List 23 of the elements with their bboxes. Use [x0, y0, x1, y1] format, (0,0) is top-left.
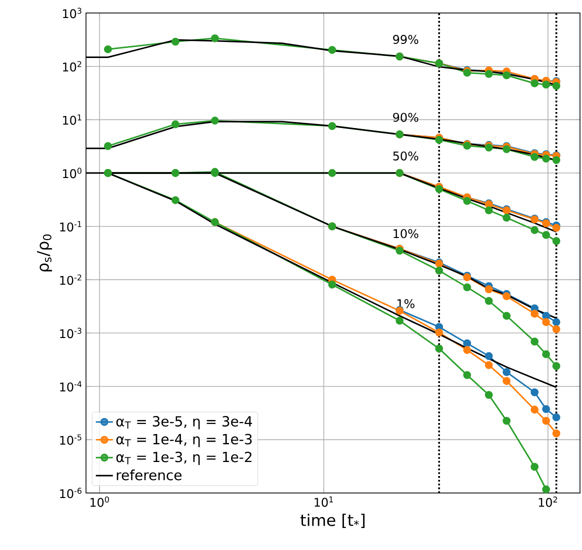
legend-label: α$_{T}$ = 3e-5, η = 3e-4: [116, 416, 252, 430]
y-tick-label: 10$^{-6}$: [60, 488, 82, 498]
y-tick-label: 10$^{1}$: [63, 114, 82, 125]
y-tick-label: 10$^{0}$: [63, 168, 82, 178]
annotation: 90%: [393, 112, 418, 122]
y-tick-label: 10$^{3}$: [63, 8, 82, 18]
annotation: 50%: [393, 151, 418, 160]
legend-label: reference: [116, 470, 182, 480]
x-axis-title: time [t$_{*}$]: [300, 514, 365, 528]
y-tick-label: 10$^{2}$: [63, 61, 82, 72]
x-tick-label: 10$^{2}$: [538, 496, 558, 507]
y-tick-label: 10$^{-2}$: [60, 274, 82, 285]
x-tick-label: 10$^{1}$: [314, 496, 333, 507]
x-tick-label: 10$^{0}$: [90, 496, 109, 507]
annotation: 10%: [394, 229, 418, 238]
y-tick-label: 10$^{-5}$: [60, 434, 82, 445]
legend-label: α$_{T}$ = 1e-4, η = 1e-3: [116, 434, 252, 448]
y-tick-label: 10$^{-4}$: [60, 381, 82, 392]
y-tick-label: 10$^{-1}$: [60, 221, 82, 232]
y-tick-label: 10$^{-3}$: [60, 328, 82, 338]
y-axis-title: ρ$_{s}$/ρ$_{0}$: [37, 234, 52, 272]
legend-label: α$_{T}$ = 1e-3, η = 1e-2: [116, 452, 252, 465]
annotation: 99%: [393, 34, 418, 44]
